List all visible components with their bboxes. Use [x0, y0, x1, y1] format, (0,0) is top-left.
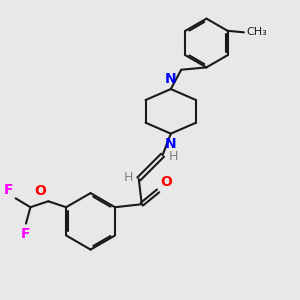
- Text: CH₃: CH₃: [246, 27, 267, 37]
- Text: O: O: [160, 176, 172, 189]
- Text: H: H: [124, 171, 133, 184]
- Text: F: F: [21, 226, 31, 241]
- Text: F: F: [4, 183, 14, 197]
- Text: N: N: [165, 136, 177, 151]
- Text: N: N: [165, 72, 177, 86]
- Text: O: O: [34, 184, 46, 198]
- Text: H: H: [169, 150, 178, 163]
